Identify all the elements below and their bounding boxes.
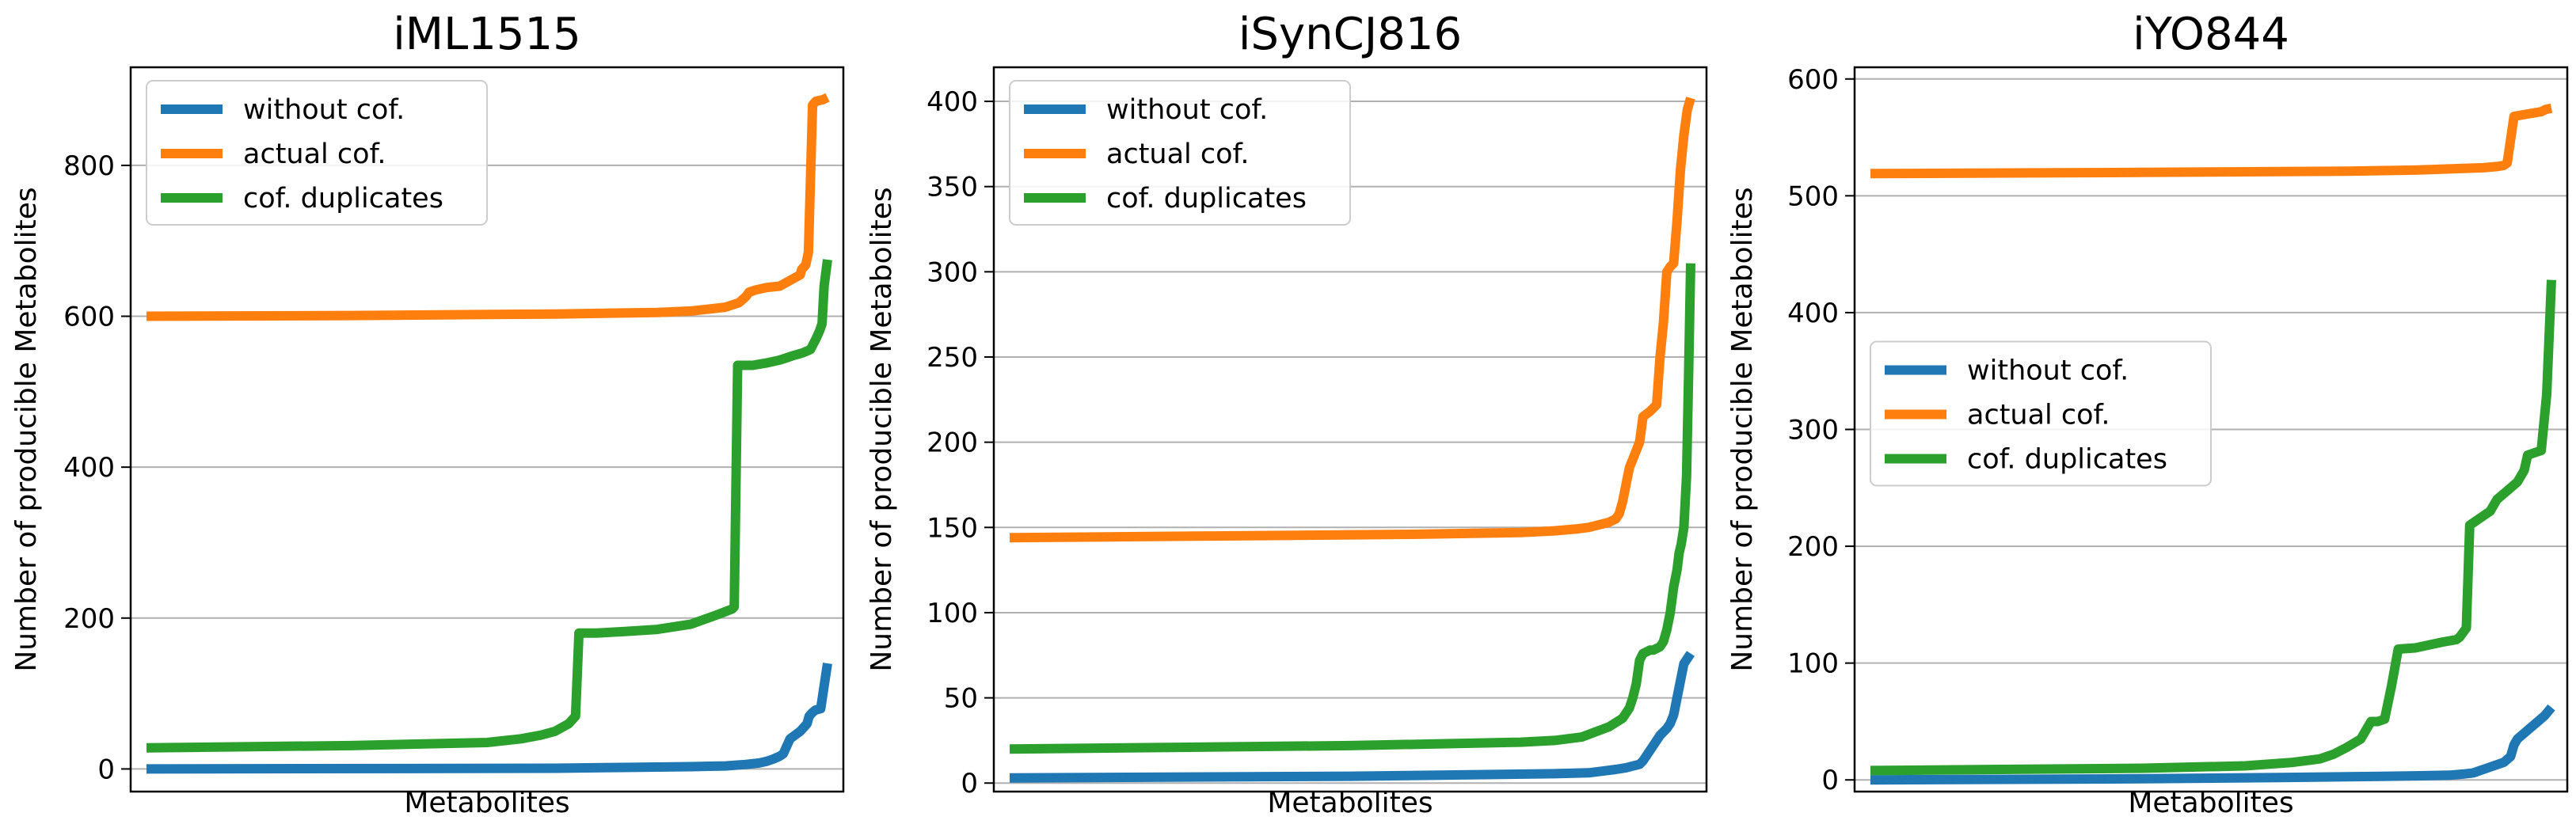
y-tick-label: 50 [944, 683, 978, 715]
legend-label: without cof. [243, 94, 405, 126]
chart-panel-isyncj816: iSynCJ816 Number of producible Metabolit… [866, 9, 1708, 819]
series-line-cof-duplicates [1870, 279, 2556, 776]
y-tick-label: 100 [927, 598, 978, 629]
legend-box [1870, 340, 2212, 487]
y-tick-label: 100 [1787, 648, 1839, 680]
legend: without cof. actual cof. cof. duplicates [1009, 80, 1351, 226]
legend-label: actual cof. [1967, 400, 2110, 431]
chart-title: iML1515 [393, 9, 581, 60]
series-line-actual-cof [146, 93, 830, 321]
legend-label: cof. duplicates [243, 183, 443, 215]
y-tick-label: 600 [63, 302, 115, 333]
legend-label: cof. duplicates [1106, 183, 1307, 215]
y-tick-label: 300 [1787, 415, 1839, 446]
y-tick-label: 200 [1787, 531, 1839, 563]
chart-title: iSynCJ816 [1239, 9, 1462, 60]
y-tick-label: 200 [927, 427, 978, 459]
plot-frame [992, 66, 1708, 793]
y-axis-label: Number of producible Metabolites [866, 187, 898, 671]
series-line-actual-cof [1009, 97, 1695, 543]
plot-frame [129, 66, 845, 793]
y-tick-label: 150 [927, 512, 978, 544]
legend-label: actual cof. [243, 139, 386, 170]
legend: without cof. actual cof. cof. duplicates [1870, 340, 2212, 487]
plot-frame [1853, 66, 2569, 793]
y-tick-label: 500 [1787, 180, 1839, 212]
legend-label: cof. duplicates [1967, 444, 2167, 476]
chart-title: iYO844 [2133, 9, 2289, 60]
legend-label: actual cof. [1106, 139, 1249, 170]
y-tick-label: 400 [63, 452, 115, 484]
y-tick-label: 400 [927, 86, 978, 118]
legend-box [146, 80, 488, 226]
y-tick-label: 300 [927, 256, 978, 288]
y-tick-label: 400 [1787, 298, 1839, 329]
y-tick-label: 350 [927, 172, 978, 203]
y-axis-label: Number of producible Metabolites [1726, 187, 1759, 671]
y-tick-label: 0 [97, 754, 115, 785]
series-line-without-cof [1009, 651, 1695, 783]
y-axis-label: Number of producible Metabolites [10, 187, 43, 671]
series-line-cof-duplicates [146, 259, 832, 753]
legend: without cof. actual cof. cof. duplicates [146, 80, 488, 226]
series-line-actual-cof [1870, 103, 2553, 179]
series-line-without-cof [146, 663, 832, 774]
y-tick-label: 0 [1821, 765, 1839, 796]
y-tick-label: 250 [927, 342, 978, 374]
series-line-without-cof [1870, 704, 2555, 785]
series-line-cof-duplicates [1009, 263, 1695, 754]
chart-panel-iyo844: iYO844 Number of producible Metabolites … [1726, 9, 2569, 819]
chart-panel-iml1515: iML1515 Number of producible Metabolites… [10, 9, 845, 819]
legend-label: without cof. [1106, 94, 1268, 126]
y-tick-label: 800 [63, 150, 115, 182]
y-tick-label: 0 [961, 768, 978, 800]
legend-label: without cof. [1967, 355, 2129, 387]
y-tick-label: 600 [1787, 64, 1839, 96]
legend-box [1009, 80, 1351, 226]
y-tick-label: 200 [63, 603, 115, 635]
